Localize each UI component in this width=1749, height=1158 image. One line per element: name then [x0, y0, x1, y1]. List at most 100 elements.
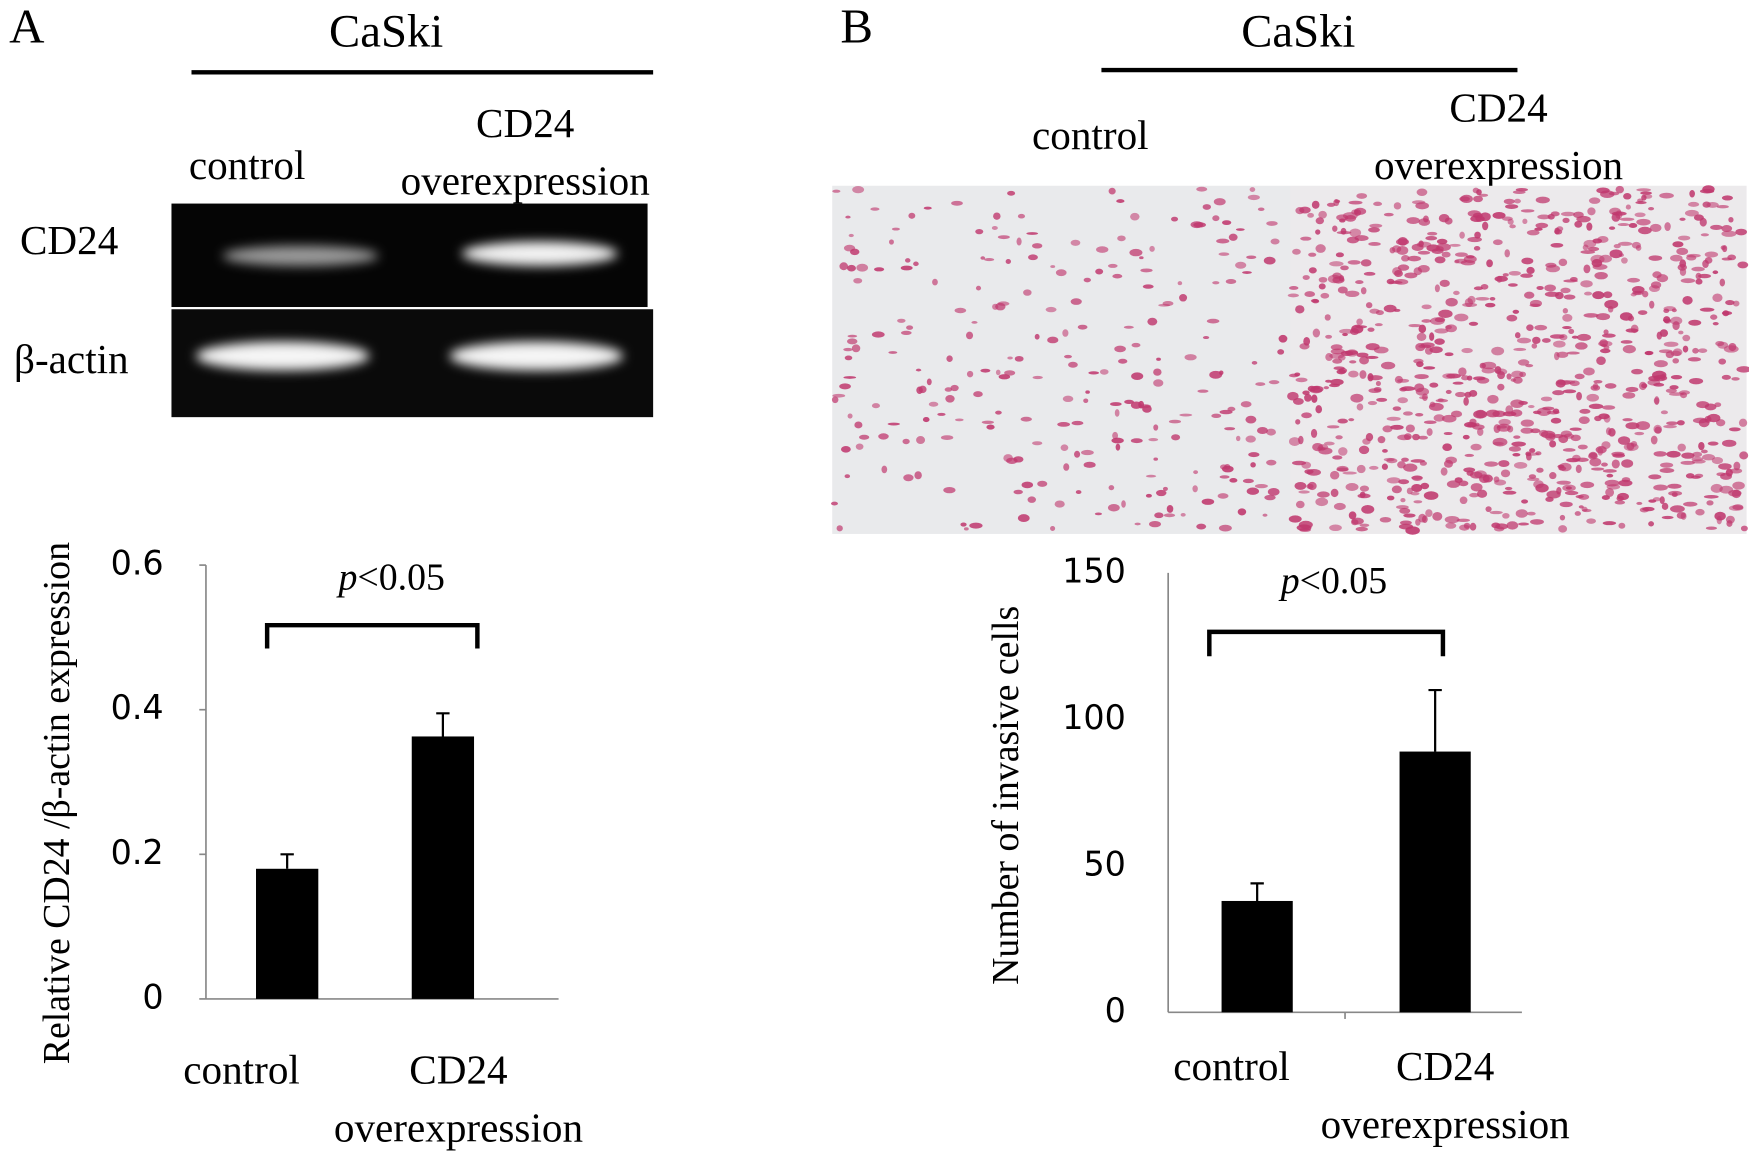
- cell: [1225, 279, 1237, 285]
- cell: [903, 474, 914, 482]
- cell: [1348, 511, 1357, 520]
- cell: [1359, 356, 1369, 365]
- cell: [1520, 419, 1534, 427]
- cell: [836, 525, 843, 532]
- cell: [1389, 247, 1396, 254]
- cell: [1318, 276, 1328, 283]
- cell: [997, 235, 1010, 240]
- cell: [1071, 420, 1084, 426]
- cell: [1562, 313, 1573, 322]
- y-axis-label: Relative CD24 /β-actin expression: [36, 542, 78, 1064]
- cell: [1402, 411, 1413, 416]
- cell: [1479, 193, 1489, 197]
- cell: [1444, 217, 1453, 225]
- cell: [980, 256, 986, 260]
- cell: [843, 376, 857, 379]
- lane-label-box: control: [189, 143, 306, 189]
- cell: [1578, 416, 1590, 424]
- cell: [1680, 460, 1696, 465]
- cell: [1349, 228, 1362, 238]
- cell: [1518, 400, 1528, 405]
- cell: [1586, 222, 1593, 231]
- cell: [1460, 194, 1473, 204]
- cell: [1514, 332, 1521, 339]
- cell: [1529, 299, 1543, 307]
- lane-label-box: control: [1032, 113, 1149, 159]
- cell: [1318, 447, 1333, 455]
- cell: [937, 412, 946, 416]
- cell: [1540, 396, 1553, 402]
- cell: [922, 417, 930, 423]
- cell: [1348, 370, 1359, 378]
- cell: [1677, 235, 1691, 241]
- cell: [1386, 495, 1395, 501]
- cell: [1596, 356, 1606, 365]
- cell: [1526, 324, 1534, 331]
- cell: [1405, 424, 1415, 433]
- cell: [1312, 299, 1320, 304]
- cell: [1021, 481, 1034, 489]
- cell: [1486, 259, 1493, 268]
- cell: [1153, 379, 1164, 387]
- cell: [1456, 518, 1470, 522]
- cell: [1107, 263, 1118, 268]
- cell: [1429, 332, 1435, 341]
- cell: [1605, 488, 1615, 497]
- cell: [1404, 272, 1418, 279]
- cell: [1153, 457, 1158, 461]
- cell: [1202, 336, 1210, 340]
- cell: [1375, 310, 1384, 316]
- cell: [1007, 356, 1013, 360]
- cell: [1653, 484, 1668, 491]
- cell: [1131, 342, 1141, 348]
- cell: [1502, 490, 1517, 495]
- cell: [1410, 491, 1420, 496]
- cell: [1704, 257, 1713, 264]
- cell: [1586, 393, 1600, 402]
- cell: [1702, 185, 1715, 194]
- cell: [1684, 209, 1699, 217]
- cell: [1617, 222, 1630, 227]
- cell: [1373, 201, 1383, 207]
- cell: [1134, 522, 1141, 526]
- cell: [1511, 441, 1526, 447]
- cell: [1603, 345, 1610, 350]
- cell: [1437, 398, 1444, 402]
- cell: [1653, 451, 1667, 457]
- cell: [1295, 377, 1308, 383]
- cell: [1559, 334, 1568, 341]
- cell: [1660, 410, 1668, 415]
- cell: [1592, 382, 1599, 390]
- cell: [1583, 367, 1595, 376]
- cell: [1425, 236, 1438, 241]
- cell: [1732, 481, 1745, 490]
- cell: [1360, 259, 1372, 267]
- cell: [1575, 464, 1582, 474]
- cell: [1287, 391, 1299, 401]
- cell: [1455, 391, 1466, 398]
- cell: [1218, 524, 1232, 532]
- cell: [1392, 267, 1402, 276]
- cell: [1242, 478, 1254, 484]
- cell: [1348, 418, 1355, 422]
- cell: [1315, 244, 1326, 253]
- cell: [1270, 238, 1280, 245]
- cell: [1323, 386, 1330, 390]
- cell: [1618, 241, 1633, 246]
- cell: [1394, 279, 1409, 285]
- cell: [1636, 188, 1652, 192]
- cell: [1235, 228, 1245, 231]
- cell: [1419, 396, 1428, 400]
- cell: [1597, 446, 1604, 456]
- cell: [1621, 459, 1634, 468]
- cell: [1325, 379, 1332, 383]
- cell: [1193, 222, 1206, 228]
- cell: [1074, 450, 1081, 458]
- cell: [1623, 192, 1632, 200]
- cell: [1559, 501, 1573, 508]
- cell: [908, 212, 916, 219]
- cell: [1477, 427, 1484, 436]
- cell: [1603, 291, 1613, 299]
- cell: [1376, 397, 1388, 402]
- cell: [871, 331, 885, 338]
